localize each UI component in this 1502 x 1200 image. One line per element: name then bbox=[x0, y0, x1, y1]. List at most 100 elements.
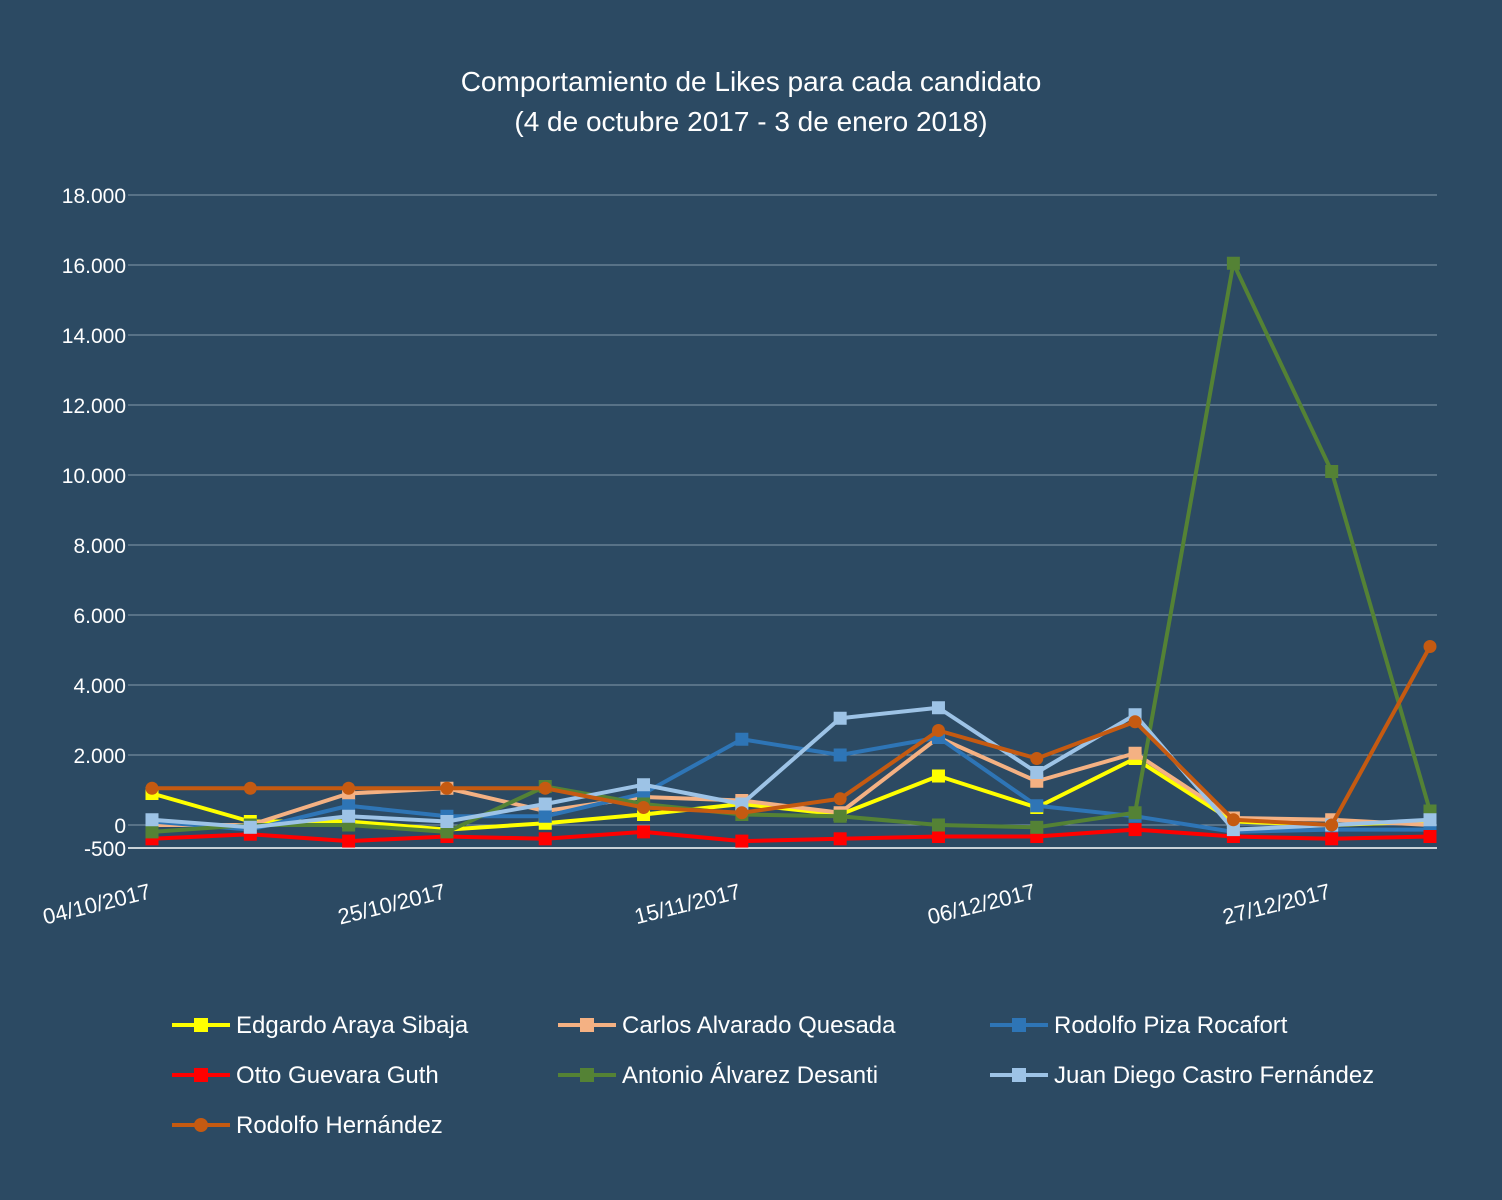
data-point bbox=[1325, 818, 1339, 832]
data-point bbox=[538, 797, 552, 811]
legend-marker bbox=[580, 1068, 594, 1082]
y-tick-label: 0 bbox=[114, 815, 126, 838]
data-point bbox=[1226, 256, 1240, 270]
legend: Edgardo Araya Sibaja Carlos Alvarado Ques… bbox=[172, 1012, 1374, 1139]
data-point bbox=[735, 732, 749, 746]
legend-item: Antonio Álvarez Desanti bbox=[558, 1062, 878, 1089]
data-point bbox=[145, 813, 159, 827]
legend-marker bbox=[194, 1068, 208, 1082]
data-point bbox=[1423, 813, 1437, 827]
x-tick-label: 25/10/2017 bbox=[335, 879, 448, 930]
data-point bbox=[931, 830, 945, 843]
x-axis-tick-labels: 04/10/2017 25/10/2017 15/11/2017 06/12/2017… bbox=[40, 879, 1333, 930]
data-point bbox=[735, 834, 749, 848]
data-point bbox=[145, 825, 159, 839]
legend-marker bbox=[1012, 1068, 1026, 1082]
y-tick-label: 8.000 bbox=[73, 535, 126, 558]
data-point bbox=[637, 801, 651, 814]
chart-title: Comportamiento de Likes para cada candid… bbox=[460, 66, 1042, 97]
legend-marker bbox=[194, 1018, 208, 1032]
y-tick-label: 14.000 bbox=[62, 325, 126, 348]
data-point bbox=[440, 825, 454, 839]
series-line bbox=[151, 705, 1431, 832]
data-point bbox=[1030, 766, 1044, 779]
y-tick-label: 18.000 bbox=[62, 185, 126, 208]
data-point bbox=[1030, 799, 1044, 813]
y-tick-label: 4.000 bbox=[73, 675, 126, 698]
legend-label: Juan Diego Castro Fernández bbox=[1054, 1062, 1374, 1089]
data-point bbox=[1030, 752, 1044, 765]
series-group bbox=[145, 256, 1437, 839]
series-group bbox=[145, 640, 1437, 832]
legend-label: Rodolfo Piza Rocafort bbox=[1054, 1012, 1288, 1039]
chart-title-block: Comportamiento de Likes para cada candid… bbox=[0, 62, 1502, 142]
legend-item: Otto Guevara Guth bbox=[172, 1062, 439, 1089]
series-lines bbox=[145, 256, 1437, 848]
legend-item: Juan Diego Castro Fernández bbox=[990, 1062, 1374, 1089]
legend-label: Antonio Álvarez Desanti bbox=[622, 1062, 878, 1089]
data-point bbox=[243, 781, 257, 795]
series-line bbox=[151, 261, 1432, 834]
data-point bbox=[342, 809, 356, 823]
legend-label: Edgardo Araya Sibaja bbox=[236, 1012, 469, 1039]
data-point bbox=[1325, 465, 1339, 478]
data-point bbox=[833, 809, 847, 823]
data-point bbox=[243, 820, 257, 834]
data-point bbox=[931, 701, 945, 715]
y-tick-label: 12.000 bbox=[62, 395, 126, 418]
legend-marker bbox=[580, 1018, 594, 1032]
data-point bbox=[538, 781, 552, 795]
gridlines bbox=[128, 194, 1437, 849]
y-tick-label: -500 bbox=[84, 838, 126, 861]
data-point bbox=[342, 834, 356, 848]
data-point bbox=[538, 832, 552, 846]
data-point bbox=[735, 806, 749, 820]
data-point bbox=[637, 778, 651, 792]
series-line bbox=[152, 645, 1432, 827]
data-point bbox=[145, 781, 159, 795]
data-point bbox=[931, 818, 945, 832]
data-point bbox=[1128, 746, 1142, 760]
legend-label: Carlos Alvarado Quesada bbox=[622, 1012, 896, 1039]
data-point bbox=[833, 711, 847, 725]
data-point bbox=[440, 815, 454, 828]
data-point bbox=[1128, 823, 1142, 837]
y-tick-label: 6.000 bbox=[73, 605, 126, 628]
data-point bbox=[1423, 830, 1437, 843]
data-point bbox=[342, 781, 356, 795]
series-line bbox=[151, 827, 1431, 844]
x-tick-label: 15/11/2017 bbox=[632, 879, 743, 930]
data-point bbox=[342, 799, 356, 813]
chart-subtitle: (4 de octubre 2017 - 3 de enero 2018) bbox=[514, 106, 988, 137]
data-point bbox=[1423, 640, 1437, 653]
legend-marker bbox=[194, 1118, 208, 1132]
legend-item: Edgardo Araya Sibaja bbox=[172, 1012, 469, 1039]
legend-item: Carlos Alvarado Quesada bbox=[558, 1012, 896, 1039]
y-tick-label: 16.000 bbox=[62, 255, 126, 278]
data-point bbox=[833, 748, 847, 762]
legend-item: Rodolfo Hernández bbox=[172, 1112, 443, 1139]
data-point bbox=[833, 792, 847, 806]
x-tick-label: 27/12/2017 bbox=[1220, 879, 1333, 930]
data-point bbox=[931, 769, 945, 783]
data-point bbox=[931, 724, 945, 737]
legend-label: Otto Guevara Guth bbox=[236, 1062, 439, 1089]
data-point bbox=[833, 832, 847, 846]
data-point bbox=[1226, 823, 1240, 837]
legend-label: Rodolfo Hernández bbox=[236, 1112, 443, 1139]
data-point bbox=[1128, 715, 1142, 729]
data-point bbox=[1030, 820, 1044, 834]
x-tick-label: 06/12/2017 bbox=[925, 879, 1038, 930]
legend-marker bbox=[1012, 1018, 1026, 1032]
series-line bbox=[151, 735, 1430, 834]
data-point bbox=[1325, 832, 1339, 846]
y-tick-label: 2.000 bbox=[73, 745, 126, 768]
data-point bbox=[637, 825, 651, 839]
data-point bbox=[1226, 813, 1240, 827]
y-tick-label: 10.000 bbox=[62, 465, 126, 488]
data-point bbox=[538, 809, 552, 823]
data-point bbox=[1128, 806, 1142, 820]
x-tick-label: 04/10/2017 bbox=[40, 879, 153, 930]
